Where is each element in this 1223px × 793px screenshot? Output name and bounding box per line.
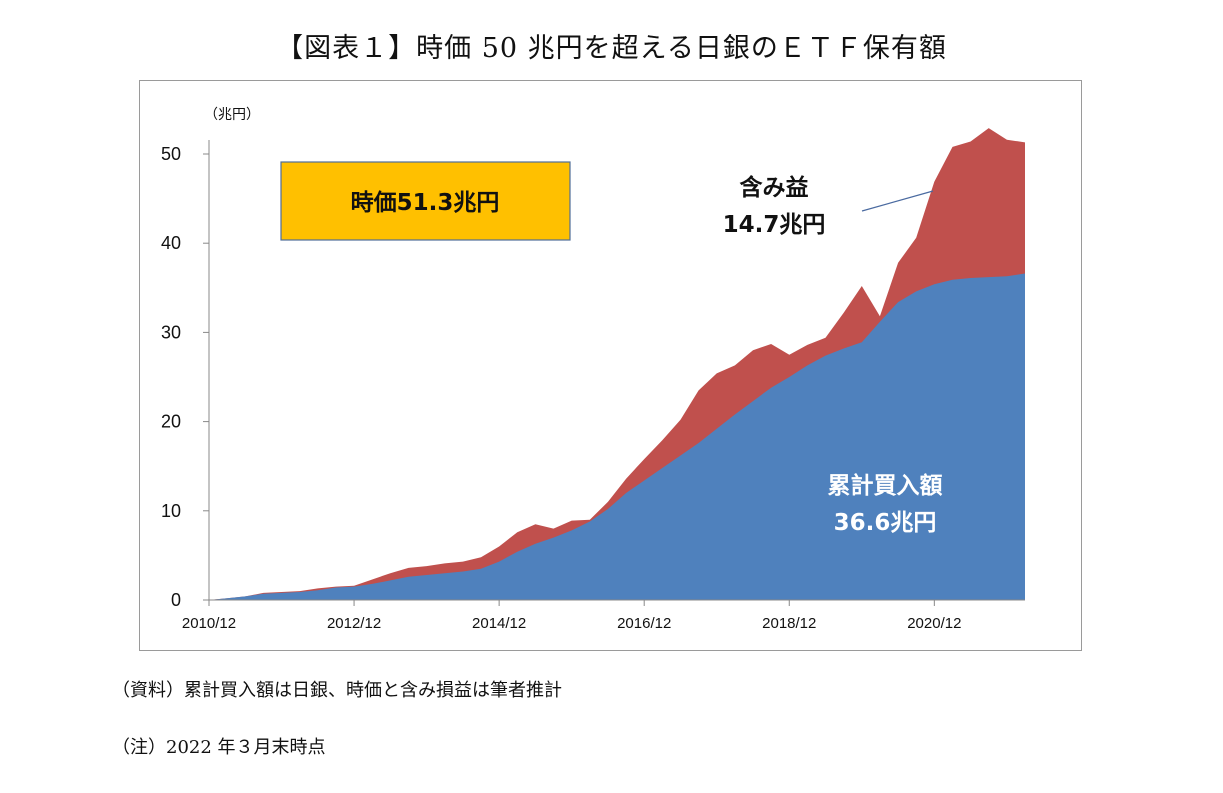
market-value-box <box>280 161 571 241</box>
cumulative-callout: 累計買入額 36.6兆円 <box>828 472 943 536</box>
unrealized-gain-callout: 含み益 14.7兆円 <box>723 174 934 238</box>
unrealized-gain-value: 14.7兆円 <box>723 212 826 238</box>
unrealized-gain-leader-line <box>861 190 934 212</box>
x-tick-label: 2014/12 <box>472 615 526 632</box>
market-value-callout: 時価51.3兆円 <box>280 161 571 241</box>
x-tick-label: 2020/12 <box>907 615 961 632</box>
area-layer <box>209 128 1025 600</box>
y-unit-label: （兆円） <box>204 107 260 123</box>
y-tick-label: 50 <box>161 144 181 164</box>
cumulative-label: 累計買入額 <box>828 472 943 499</box>
page-title: 【図表１】時価 50 兆円を超える日銀のＥＴＦ保有額 <box>276 33 947 64</box>
chart-svg: 0 10 20 30 40 50 2010/12 2012/12 2014/12 2016/12 2… <box>161 107 1025 632</box>
x-tick-label: 2018/12 <box>762 615 816 632</box>
unrealized-gain-label: 含み益 <box>740 174 809 201</box>
x-tick-label: 2012/12 <box>327 615 381 632</box>
market-value-box-label: 時価51.3兆円 <box>351 190 500 216</box>
source-note: （資料）累計買入額は日銀、時価と含み損益は筆者推計 <box>112 680 562 701</box>
cumulative-purchase-area <box>209 273 1025 600</box>
x-tick-label: 2016/12 <box>617 615 671 632</box>
axis-layer: 0 10 20 30 40 50 2010/12 2012/12 2014/12 2016/12 2… <box>161 140 1025 632</box>
y-tick-label: 0 <box>171 590 181 610</box>
x-tick-label: 2010/12 <box>182 615 236 632</box>
y-tick-label: 20 <box>161 412 181 432</box>
chart-frame: 0 10 20 30 40 50 2010/12 2012/12 2014/12 2016/12 2… <box>139 80 1082 651</box>
y-tick-label: 30 <box>161 322 181 342</box>
footnote: （注）2022 年３月末時点 <box>112 737 326 758</box>
y-tick-label: 40 <box>161 233 181 253</box>
y-tick-label: 10 <box>161 501 181 521</box>
cumulative-value: 36.6兆円 <box>834 510 937 536</box>
